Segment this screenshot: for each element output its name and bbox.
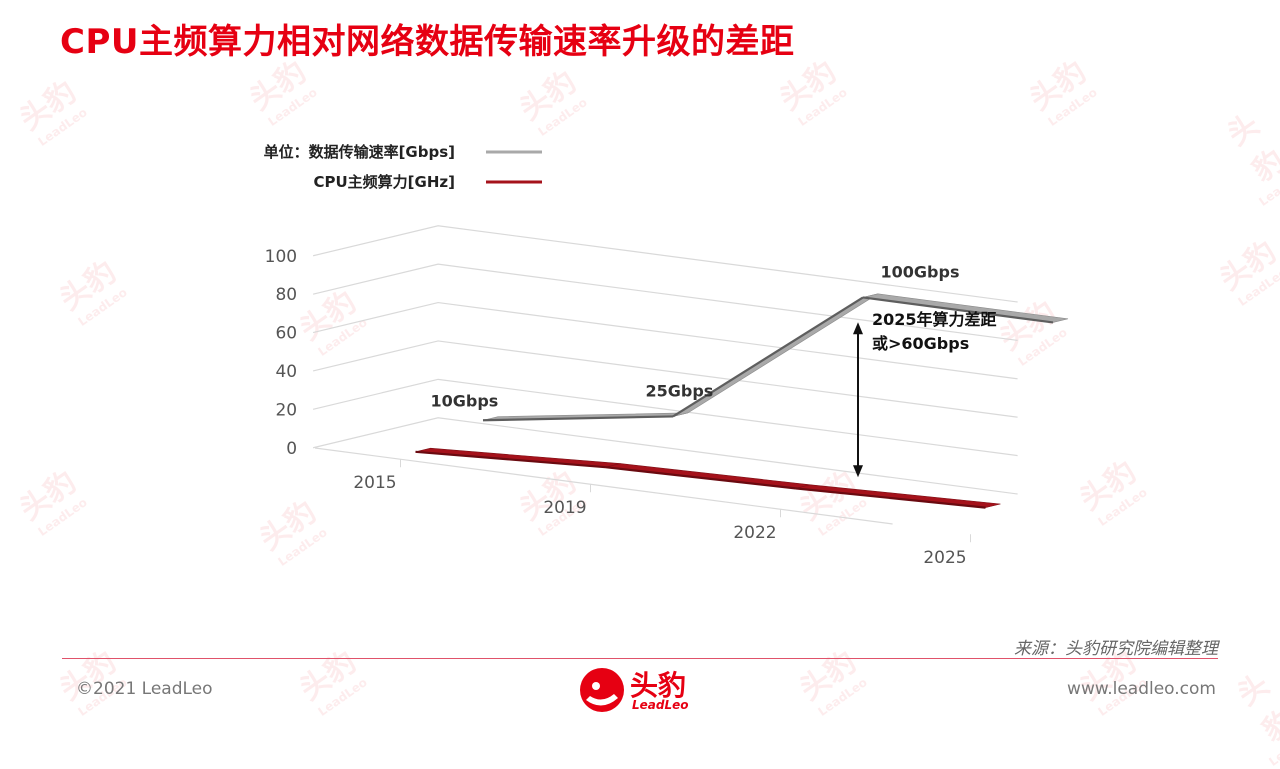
series-ribbon-edge	[672, 296, 864, 418]
legend-label: CPU主频算力[GHz]	[314, 173, 456, 191]
footer-divider	[62, 658, 1218, 659]
source-note: 来源：头豹研究院编辑整理	[1014, 639, 1218, 659]
leadleo-logo: 头豹 LeadLeo	[576, 664, 716, 716]
x-tick-label: 2015	[353, 473, 396, 493]
gridline	[312, 263, 1018, 341]
website-url: www.leadleo.com	[1067, 679, 1216, 699]
y-tick-label: 100	[265, 247, 297, 267]
data-label: 100Gbps	[881, 263, 960, 282]
data-label: 25Gbps	[646, 382, 714, 401]
series-ribbon-edge	[482, 415, 674, 422]
data-label: 10Gbps	[431, 391, 499, 410]
gridline	[312, 225, 1018, 303]
y-tick-label: 20	[275, 400, 297, 420]
gap-arrow-head-up	[853, 322, 863, 335]
gap-annotation: 2025年算力差距	[872, 310, 997, 329]
x-tick-label: 2019	[543, 498, 586, 518]
y-tick-label: 40	[275, 362, 297, 382]
series-ribbon-segment	[605, 463, 811, 489]
logo-english-text: LeadLeo	[632, 698, 689, 712]
x-tick-label: 2022	[733, 523, 776, 543]
chart: 0 20 40 60 80 100 2015 2019 2022 2025 10Gbps 25Gbps…	[264, 143, 1069, 568]
copyright-text: ©2021 LeadLeo	[76, 679, 213, 699]
y-tick-label: 60	[275, 324, 297, 344]
page-title: CPU主频算力相对网络数据传输速率升级的差距	[60, 22, 795, 62]
legend-label: 单位：数据传输速率[Gbps]	[264, 143, 455, 161]
logo-chinese-text: 头豹	[630, 669, 687, 702]
series-ribbon-segment	[415, 447, 621, 468]
gap-annotation: 或>60Gbps	[872, 334, 969, 353]
gridline	[312, 417, 1018, 495]
y-tick-label: 0	[286, 439, 297, 459]
x-axis-line	[314, 447, 893, 525]
leopard-logo-icon	[580, 668, 624, 712]
series-ribbon-edge	[795, 487, 986, 509]
gap-arrow-head-down	[853, 465, 863, 478]
y-tick-label: 80	[275, 285, 297, 305]
series-ribbon-edge	[415, 450, 606, 469]
gridline	[312, 378, 1018, 457]
x-tick-label: 2025	[923, 548, 966, 568]
gridline	[312, 340, 1018, 418]
series-ribbon-edge	[862, 296, 1054, 324]
gridline	[312, 301, 1018, 380]
series-ribbon-edge	[605, 466, 796, 490]
